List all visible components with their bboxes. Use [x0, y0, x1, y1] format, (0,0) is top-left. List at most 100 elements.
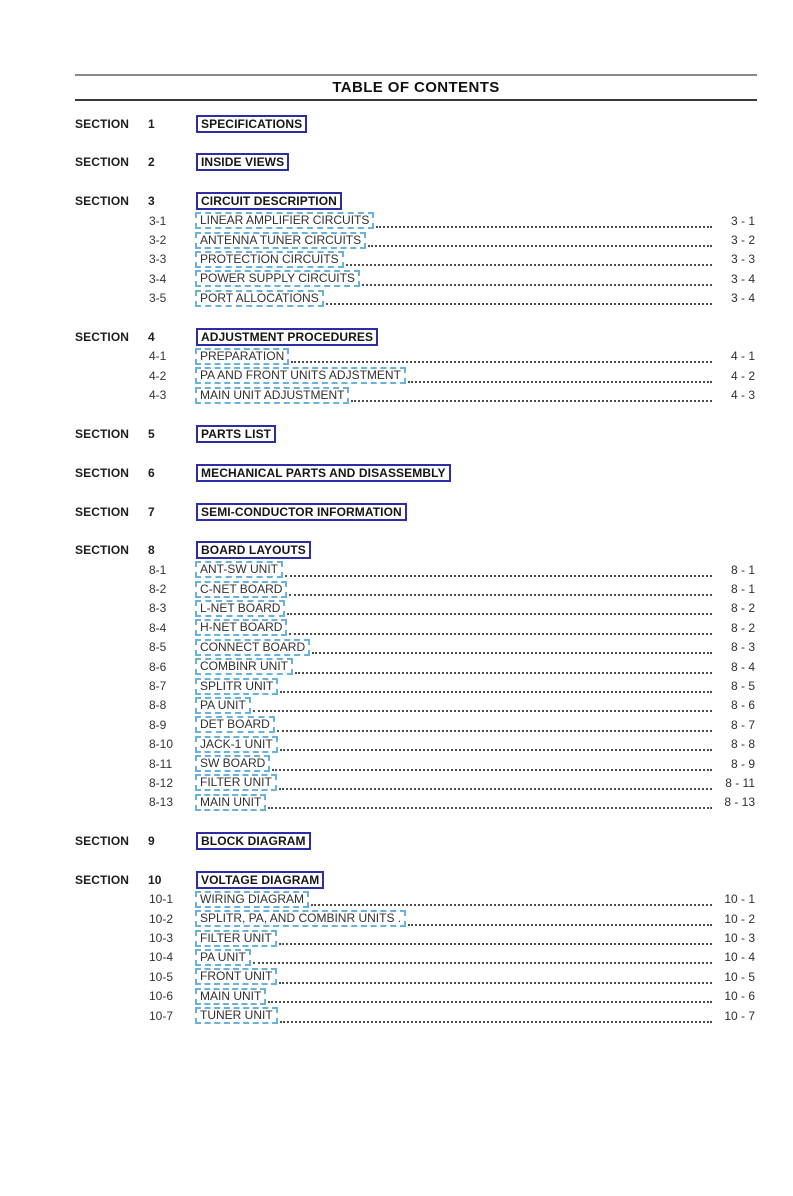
toc-item-page: 4 - 3 — [730, 388, 755, 403]
toc-item-page: 8 - 2 — [730, 601, 755, 616]
section-number: 5 — [148, 426, 155, 441]
toc-item-link[interactable]: PORT ALLOCATIONS — [195, 289, 324, 307]
dot-leader — [268, 795, 712, 810]
toc-item-number: 3-5 — [149, 291, 167, 306]
toc-item-link[interactable]: DET BOARD — [195, 716, 275, 734]
toc-item-link[interactable]: H-NET BOARD — [195, 619, 288, 637]
section-link[interactable]: MECHANICAL PARTS AND DISASSEMBLY — [196, 463, 451, 482]
section-link[interactable]: BOARD LAYOUTS — [196, 541, 311, 560]
section-number: 2 — [148, 155, 155, 170]
section-label: SECTION — [75, 834, 130, 849]
toc-item-link[interactable]: SW BOARD — [195, 755, 271, 773]
toc-item-row: 10-6 MAIN UNIT 10 - 6 — [75, 987, 757, 1006]
dot-leader — [280, 679, 712, 694]
dot-leader — [407, 369, 712, 383]
section-link[interactable]: BLOCK DIAGRAM — [196, 832, 311, 851]
header-rule-top — [75, 74, 757, 76]
toc-item-link[interactable]: MAIN UNIT ADJUSTMENT — [195, 386, 350, 404]
section-link[interactable]: INSIDE VIEWS — [196, 153, 290, 172]
toc-group: SECTION 6 MECHANICAL PARTS AND DISASSEMB… — [75, 463, 757, 482]
toc-item-number: 3-4 — [149, 271, 167, 286]
toc-item-page: 4 - 2 — [730, 368, 755, 383]
toc-item-link[interactable]: PA AND FRONT UNITS ADJSTMENT — [195, 367, 406, 385]
toc-item-link[interactable]: FRONT UNIT — [195, 968, 278, 986]
toc: SECTION 1 SPECIFICATIONS SECTION 2 INSID… — [75, 114, 757, 1025]
toc-item-number: 10-1 — [149, 892, 174, 907]
dot-leader — [279, 970, 712, 984]
toc-item-link[interactable]: COMBINR UNIT — [195, 658, 293, 676]
toc-item-page: 8 - 1 — [730, 582, 755, 597]
toc-section-row: SECTION 6 MECHANICAL PARTS AND DISASSEMB… — [75, 463, 757, 482]
toc-item-link[interactable]: PROTECTION CIRCUITS — [195, 250, 344, 268]
toc-item-page: 10 - 6 — [724, 989, 755, 1004]
toc-item-row: 10-5 FRONT UNIT 10 - 5 — [75, 967, 757, 986]
toc-item-page: 10 - 3 — [724, 931, 755, 946]
toc-item-page: 3 - 3 — [730, 252, 755, 267]
toc-item-link[interactable]: ANT-SW UNIT — [195, 561, 283, 579]
toc-item-number: 3-2 — [149, 233, 167, 248]
section-link[interactable]: CIRCUIT DESCRIPTION — [196, 192, 342, 211]
toc-item-number: 10-7 — [149, 1008, 174, 1023]
toc-item-link[interactable]: JACK-1 UNIT — [195, 735, 278, 753]
dot-leader — [376, 214, 712, 228]
toc-group: SECTION 4 ADJUSTMENT PROCEDURES 4-1 PREP… — [75, 327, 757, 405]
toc-item-link[interactable]: TUNER UNIT — [195, 1007, 278, 1025]
section-number: 3 — [148, 194, 155, 209]
toc-item-link[interactable]: ANTENNA TUNER CIRCUITS — [195, 231, 367, 249]
section-number: 4 — [148, 329, 155, 344]
toc-group: SECTION 7 SEMI-CONDUCTOR INFORMATION — [75, 502, 757, 521]
toc-item-page: 3 - 1 — [730, 213, 755, 228]
toc-item-page: 8 - 9 — [730, 756, 755, 771]
toc-item-link[interactable]: MAIN UNIT — [195, 987, 267, 1005]
toc-item-link[interactable]: SPLITR, PA, AND COMBINR UNITS . — [195, 910, 407, 928]
section-number: 8 — [148, 543, 155, 558]
toc-item-link[interactable]: PA UNIT — [195, 948, 251, 966]
section-link[interactable]: ADJUSTMENT PROCEDURES — [196, 327, 379, 346]
toc-item-link[interactable]: LINEAR AMPLIFIER CIRCUITS — [195, 212, 375, 230]
toc-item-link[interactable]: PREPARATION — [195, 347, 290, 365]
section-link[interactable]: PARTS LIST — [196, 424, 277, 443]
toc-item-link[interactable]: FILTER UNIT — [195, 774, 277, 792]
section-link[interactable]: SEMI-CONDUCTOR INFORMATION — [196, 502, 407, 521]
dot-leader — [252, 698, 712, 713]
toc-item-page: 10 - 5 — [724, 969, 755, 984]
toc-item-link[interactable]: SPLITR UNIT — [195, 677, 279, 695]
header-rule-bottom — [75, 99, 757, 101]
section-link[interactable]: VOLTAGE DIAGRAM — [196, 870, 325, 889]
section-label: SECTION — [75, 116, 130, 131]
toc-section-row: SECTION 1 SPECIFICATIONS — [75, 114, 757, 133]
toc-item-number: 4-1 — [149, 349, 167, 364]
page-title: TABLE OF CONTENTS — [332, 79, 500, 96]
dot-leader — [325, 291, 712, 306]
section-link[interactable]: SPECIFICATIONS — [196, 114, 308, 133]
toc-item-number: 3-3 — [149, 252, 167, 267]
toc-item-link[interactable]: PA UNIT — [195, 696, 251, 714]
dot-leader — [276, 718, 712, 732]
toc-item-row: 8-7 SPLITR UNIT 8 - 5 — [75, 676, 757, 695]
toc-item-number: 8-6 — [149, 659, 167, 674]
toc-item-link[interactable]: MAIN UNIT — [195, 793, 267, 811]
toc-item-number: 10-4 — [149, 950, 174, 965]
dot-leader — [278, 931, 712, 946]
toc-item-number: 3-1 — [149, 213, 167, 228]
section-label: SECTION — [75, 329, 130, 344]
toc-item-link[interactable]: FILTER UNIT — [195, 929, 277, 947]
toc-item-number: 10-2 — [149, 911, 174, 926]
toc-item-number: 4-2 — [149, 368, 167, 383]
toc-item-link[interactable]: POWER SUPPLY CIRCUITS — [195, 270, 360, 288]
toc-item-link[interactable]: WIRING DIAGRAM — [195, 890, 309, 908]
toc-item-number: 8-8 — [149, 698, 167, 713]
toc-item-number: 8-1 — [149, 562, 167, 577]
toc-group: SECTION 9 BLOCK DIAGRAM — [75, 831, 757, 851]
toc-item-link[interactable]: C-NET BOARD — [195, 580, 288, 598]
dot-leader — [291, 349, 712, 364]
section-number: 6 — [148, 465, 155, 480]
toc-item-row: 10-4 PA UNIT 10 - 4 — [75, 948, 757, 967]
toc-item-link[interactable]: L-NET BOARD — [195, 599, 286, 617]
toc-item-link[interactable]: CONNECT BOARD — [195, 638, 311, 656]
toc-item-number: 8-3 — [149, 601, 167, 616]
dot-leader — [361, 272, 712, 286]
toc-item-number: 8-2 — [149, 582, 167, 597]
toc-item-page: 8 - 2 — [730, 620, 755, 635]
toc-item-row: 8-6 COMBINR UNIT 8 - 4 — [75, 657, 757, 676]
